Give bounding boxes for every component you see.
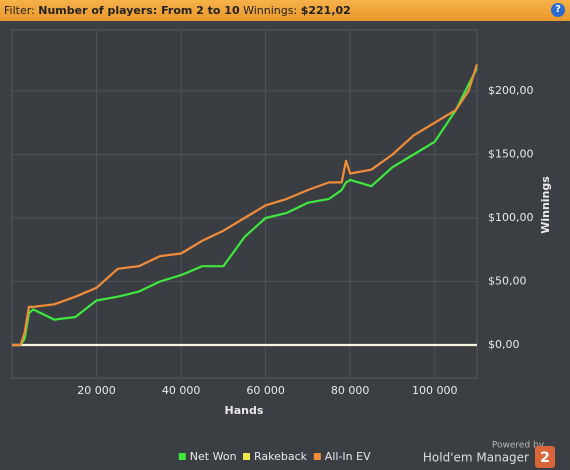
y-tick-label: $100,00	[488, 211, 534, 224]
x-axis-title: Hands	[225, 404, 264, 417]
filter-label: Filter:	[4, 4, 35, 17]
product-name: Hold'em Manager	[423, 451, 529, 465]
x-tick-label: 20 000	[77, 384, 116, 397]
y-tick-label: $150,00	[488, 147, 534, 160]
help-button[interactable]: ?	[551, 3, 565, 17]
legend-label: Net Won	[190, 450, 237, 463]
y-tick-label: $0,00	[488, 338, 520, 351]
legend-label: Rakeback	[254, 450, 308, 463]
powered-by: Powered by	[492, 441, 545, 451]
legend-swatch	[243, 453, 250, 460]
plot-area	[11, 29, 478, 379]
filter-bar: Filter: Number of players: From 2 to 10 …	[0, 0, 570, 21]
chart: Hands Winnings Powered by Hold'em Manage…	[11, 29, 555, 468]
logo	[535, 446, 555, 468]
x-tick-label: 80 000	[331, 384, 370, 397]
winnings-label: Winnings:	[243, 4, 298, 17]
series-line	[12, 67, 478, 347]
y-axis-title: Winnings	[539, 176, 552, 234]
legend-swatch	[178, 453, 186, 460]
filter-value: Number of players: From 2 to 10	[38, 4, 240, 17]
legend-label: All-In EV	[325, 450, 371, 463]
series-line	[12, 63, 479, 347]
x-tick-label: 40 000	[162, 384, 201, 397]
winnings-value: $221,02	[300, 4, 351, 17]
x-tick-label: 100 000	[412, 384, 458, 397]
legend-swatch	[313, 453, 321, 460]
y-tick-label: $200,00	[488, 84, 534, 97]
y-tick-label: $50,00	[488, 274, 527, 287]
x-tick-label: 60 000	[246, 384, 285, 397]
logo-version: 2	[540, 450, 550, 466]
